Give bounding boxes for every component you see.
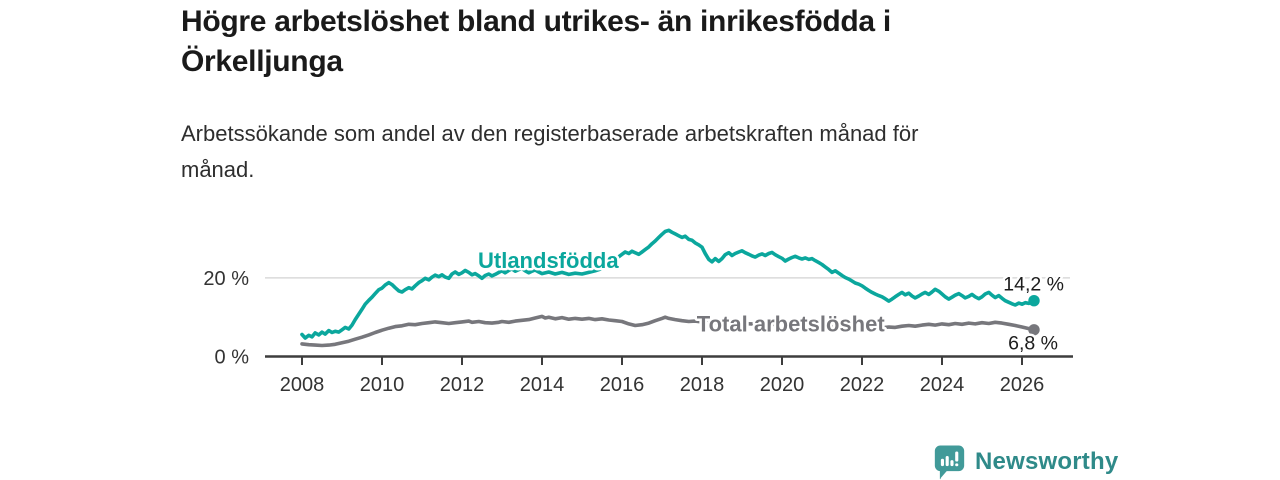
series-line-total bbox=[300, 314, 1036, 348]
newsworthy-icon bbox=[934, 445, 965, 480]
series-end-dot-utlandsfodda bbox=[1028, 294, 1040, 307]
page-title: Högre arbetslöshet bland utrikes- än inr… bbox=[181, 2, 1081, 82]
series-label-utlandsfodda: Utlandsfödda bbox=[478, 248, 619, 273]
title-line-1: Högre arbetslöshet bland utrikes- än inr… bbox=[181, 5, 891, 38]
x-axis-tick-label: 2018 bbox=[680, 374, 725, 396]
newsworthy-logo: Newsworthy bbox=[933, 444, 1118, 480]
subtitle-line-2: månad. bbox=[181, 157, 255, 182]
series-end-dot-total bbox=[1028, 324, 1040, 336]
y-axis-tick-label: 0 % bbox=[215, 347, 250, 369]
x-axis-tick-label: 2026 bbox=[1000, 374, 1045, 396]
x-axis-tick-label: 2014 bbox=[520, 374, 565, 396]
x-axis-tick-label: 2008 bbox=[280, 374, 325, 396]
chart-subtitle: Arbetssökande som andel av den registerb… bbox=[181, 116, 1061, 188]
newsworthy-wordmark: Newsworthy bbox=[975, 448, 1119, 475]
x-axis-tick-label: 2016 bbox=[600, 374, 645, 396]
x-axis-tick-label: 2022 bbox=[840, 374, 885, 396]
x-axis-tick-label: 2020 bbox=[760, 374, 805, 396]
x-axis-tick-label: 2010 bbox=[360, 374, 405, 396]
title-line-2: Örkelljunga bbox=[181, 45, 343, 78]
x-axis-tick-label: 2012 bbox=[440, 374, 485, 396]
end-value-label-utlandsfodda: 14,2 % bbox=[1003, 274, 1064, 296]
subtitle-line-1: Arbetssökande som andel av den registerb… bbox=[181, 121, 919, 146]
end-value-label-total: 6,8 % bbox=[1008, 332, 1058, 354]
series-line-utlandsfodda bbox=[300, 228, 1036, 340]
series-label-total: Total arbetslöshet bbox=[697, 312, 886, 337]
y-axis-tick-label: 20 % bbox=[203, 268, 249, 290]
x-axis-tick-label: 2024 bbox=[920, 374, 965, 396]
